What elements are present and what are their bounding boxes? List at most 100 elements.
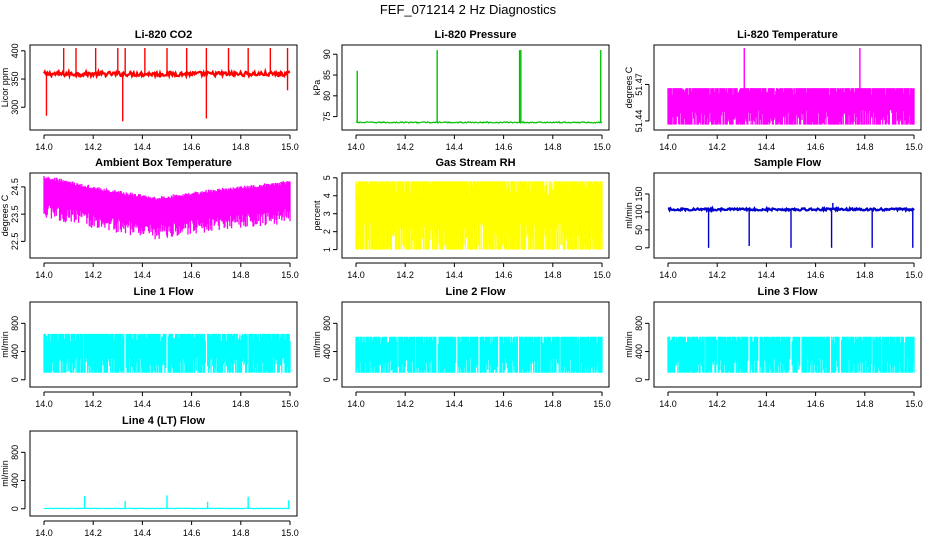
x-tick-label: 14.6 — [495, 270, 513, 280]
x-tick-label: 14.4 — [134, 142, 152, 152]
x-axis: 14.0 14.2 14.4 14.6 14.8 15.0 — [35, 391, 299, 409]
series-trace — [667, 202, 915, 248]
plot-frame — [653, 301, 922, 388]
y-tick-label: 800 — [634, 316, 644, 331]
x-axis: 14.0 14.2 14.4 14.6 14.8 15.0 — [347, 262, 611, 280]
x-tick-label: 14.4 — [446, 399, 464, 409]
y-tick-label: 0 — [634, 245, 644, 250]
panel-title: Line 3 Flow — [758, 286, 818, 298]
y-tick-label: 51.44 — [634, 110, 644, 133]
x-axis: 14.0 14.2 14.4 14.6 14.8 15.0 — [659, 134, 923, 152]
series-trace — [355, 181, 603, 250]
y-axis-label: ml/min — [624, 331, 634, 358]
y-axis: 22.5 23.5 24.5 — [10, 178, 26, 251]
y-tick-label: 100 — [634, 204, 644, 219]
series-trace — [43, 176, 291, 240]
plot-frame — [29, 44, 298, 131]
y-axis-label: ml/min — [0, 331, 10, 358]
y-axis-label: percent — [312, 200, 322, 231]
y-tick-label: 800 — [10, 316, 20, 331]
panel-title: Sample Flow — [754, 157, 822, 169]
x-tick-label: 14.0 — [347, 270, 365, 280]
panel-6: Sample Flow 14.0 14.2 14.4 14.6 14.8 15.0 0 50 10… — [624, 157, 923, 280]
x-tick-label: 14.8 — [856, 399, 874, 409]
x-tick-label: 14.6 — [495, 399, 513, 409]
y-tick-label: 3 — [322, 211, 332, 216]
panel-title: Line 4 (LT) Flow — [122, 415, 205, 427]
panel-1: Li-820 CO2 14.0 14.2 14.4 14.6 14.8 15.0 300 350… — [0, 29, 299, 152]
series-trace — [667, 336, 915, 373]
y-tick-label: 0 — [10, 506, 20, 511]
y-tick-label: 800 — [10, 445, 20, 460]
y-axis-label: kPa — [312, 80, 322, 96]
y-tick-label: 80 — [322, 91, 332, 101]
x-tick-label: 15.0 — [905, 270, 923, 280]
y-axis: 0 400 800 — [10, 316, 26, 382]
x-tick-label: 14.0 — [35, 142, 53, 152]
x-tick-label: 14.6 — [807, 399, 825, 409]
panel-3: Li-820 Temperature 14.0 14.2 14.4 14.6 14.8 15… — [624, 29, 923, 152]
y-axis: 0 50 100 150 — [634, 186, 650, 250]
series-band — [355, 181, 603, 250]
series-band — [43, 333, 291, 373]
y-axis: 300 350 400 — [10, 43, 26, 115]
y-axis-label: degrees C — [0, 194, 10, 236]
y-tick-label: 2 — [322, 229, 332, 234]
x-tick-label: 15.0 — [593, 142, 611, 152]
x-axis: 14.0 14.2 14.4 14.6 14.8 15.0 — [659, 391, 923, 409]
y-tick-label: 22.5 — [10, 233, 20, 251]
plot-frame — [341, 172, 610, 259]
panel-7: Line 1 Flow 14.0 14.2 14.4 14.6 14.8 15.0 0 400 8… — [0, 286, 299, 409]
y-tick-label: 5 — [322, 175, 332, 180]
x-tick-label: 14.0 — [35, 528, 53, 538]
x-tick-label: 14.2 — [708, 142, 726, 152]
x-tick-label: 14.6 — [183, 399, 201, 409]
y-tick-label: 0 — [634, 377, 644, 382]
plot-frame — [341, 44, 610, 131]
x-tick-label: 15.0 — [593, 399, 611, 409]
x-tick-label: 14.4 — [446, 270, 464, 280]
series-trace — [355, 336, 603, 373]
series-band — [667, 336, 915, 373]
x-tick-label: 14.6 — [807, 270, 825, 280]
x-tick-label: 14.0 — [659, 142, 677, 152]
x-tick-label: 15.0 — [281, 528, 299, 538]
x-tick-label: 14.6 — [807, 142, 825, 152]
x-axis: 14.0 14.2 14.4 14.6 14.8 15.0 — [35, 520, 299, 538]
y-axis: 75 80 85 90 — [322, 49, 338, 122]
x-tick-label: 14.2 — [708, 270, 726, 280]
x-tick-label: 14.6 — [183, 270, 201, 280]
x-tick-label: 14.4 — [134, 270, 152, 280]
y-tick-label: 400 — [10, 344, 20, 359]
x-tick-label: 14.4 — [758, 142, 776, 152]
x-tick-label: 14.6 — [495, 142, 513, 152]
y-tick-label: 0 — [10, 377, 20, 382]
y-axis-label: ml/min — [624, 202, 634, 229]
plot-frame — [653, 44, 922, 131]
series-trace — [43, 333, 291, 373]
panel-8: Line 2 Flow 14.0 14.2 14.4 14.6 14.8 15.0 0 400 8… — [312, 286, 611, 409]
x-axis: 14.0 14.2 14.4 14.6 14.8 15.0 — [35, 134, 299, 152]
y-tick-label: 4 — [322, 193, 332, 198]
x-tick-label: 14.2 — [84, 142, 102, 152]
y-tick-label: 1 — [322, 247, 332, 252]
y-tick-label: 0 — [322, 377, 332, 382]
y-axis: 0 400 800 — [10, 445, 26, 511]
x-tick-label: 15.0 — [281, 399, 299, 409]
x-tick-label: 14.8 — [544, 142, 562, 152]
panel-title: Li-820 Pressure — [435, 29, 517, 41]
x-tick-label: 14.2 — [84, 270, 102, 280]
panel-title: Li-820 CO2 — [135, 29, 192, 41]
y-tick-label: 51.47 — [634, 73, 644, 96]
x-tick-label: 14.4 — [758, 399, 776, 409]
x-tick-label: 14.2 — [708, 399, 726, 409]
x-tick-label: 14.8 — [232, 142, 250, 152]
plot-frame — [29, 301, 298, 388]
plot-frame — [29, 430, 298, 517]
panel-title: Line 2 Flow — [446, 286, 506, 298]
y-tick-label: 50 — [634, 225, 644, 235]
x-tick-label: 14.8 — [232, 270, 250, 280]
x-tick-label: 14.4 — [134, 399, 152, 409]
x-tick-label: 14.8 — [232, 399, 250, 409]
